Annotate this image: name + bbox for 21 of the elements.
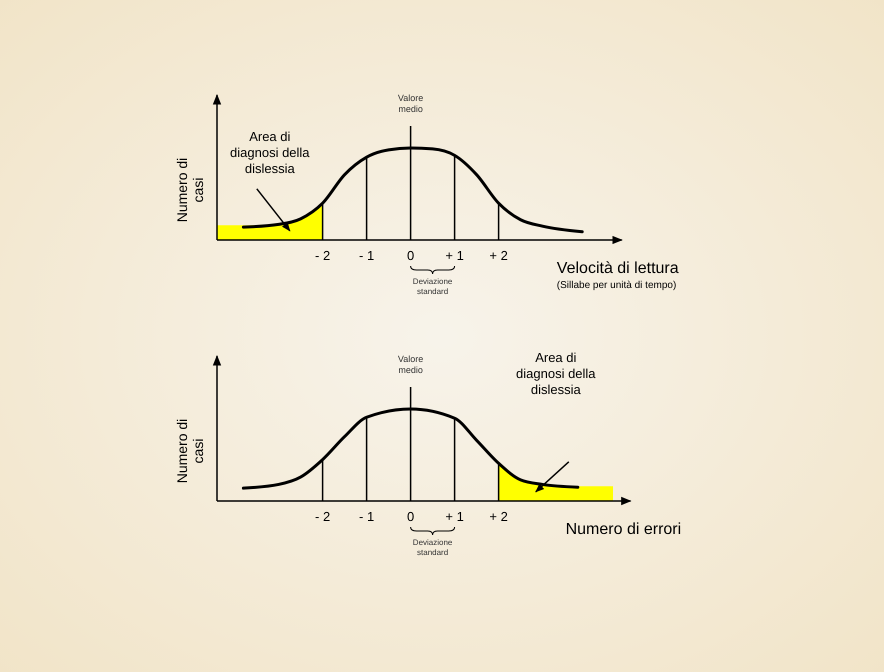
ref-line-label: Valore medio <box>398 93 424 114</box>
x-tick-label: - 1 <box>359 509 374 524</box>
text: (Sillabe per unità di tempo) <box>556 280 676 291</box>
text: Deviazione standard <box>412 538 453 557</box>
x-tick-label: - 2 <box>315 509 330 524</box>
x-tick-label: + 1 <box>445 509 464 524</box>
x-tick-label: + 1 <box>445 248 464 263</box>
x-tick-label: - 1 <box>359 248 374 263</box>
ref-line-label: Valore medio <box>398 354 424 375</box>
annotation: Area di diagnosi della dislessia <box>230 128 310 176</box>
y-axis-title: Numero di casi <box>174 418 206 484</box>
x-tick-label: + 2 <box>489 509 508 524</box>
x-tick-label: 0 <box>406 248 414 263</box>
x-tick-label: + 2 <box>489 248 508 263</box>
text: Area di diagnosi della dislessia <box>516 350 596 397</box>
x-axis-title: Velocità di lettura <box>556 260 679 277</box>
x-tick-label: - 2 <box>315 248 330 263</box>
x-axis-title: Numero di errori <box>566 521 682 538</box>
x-tick-label: 0 <box>406 509 414 524</box>
text: Deviazione standard <box>412 277 453 296</box>
y-axis-title: Numero di casi <box>174 158 206 222</box>
